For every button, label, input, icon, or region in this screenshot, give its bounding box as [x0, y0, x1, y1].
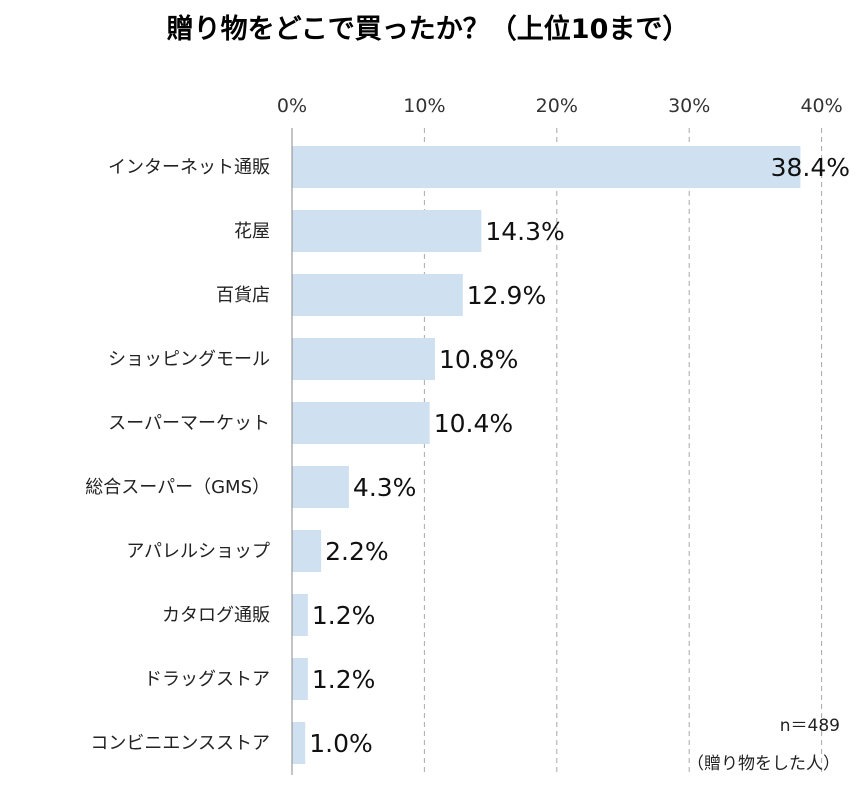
value-label: 10.8%	[439, 345, 518, 374]
x-tick-label: 20%	[536, 95, 578, 117]
value-labels: 38.4% 14.3% 12.9% 10.8% 10.4% 4.3% 2.2% 1.2% 1.2…	[309, 153, 850, 758]
bar	[292, 274, 463, 316]
bars	[292, 146, 801, 764]
value-label: 1.0%	[309, 729, 373, 758]
x-tick-label: 0%	[277, 95, 307, 117]
x-tick-label: 40%	[800, 95, 842, 117]
x-tick-label: 30%	[668, 95, 710, 117]
chart-title: 贈り物をどこで買ったか？（上位10まで）	[167, 13, 690, 45]
x-tick-label: 10%	[403, 95, 445, 117]
bar	[292, 210, 482, 252]
value-label: 1.2%	[312, 665, 376, 694]
category-label: 百貨店	[216, 285, 270, 306]
value-label: 10.4%	[434, 409, 513, 438]
value-label: 38.4%	[771, 153, 850, 182]
value-label: 4.3%	[353, 473, 417, 502]
category-label: インターネット通販	[108, 157, 270, 178]
grid-lines	[423, 128, 823, 775]
bar	[292, 530, 322, 572]
category-label: 総合スーパー（GMS）	[85, 477, 270, 498]
sample-size-note: n＝489	[780, 716, 840, 736]
category-label: ショッピングモール	[108, 349, 270, 370]
value-label: 12.9%	[467, 281, 546, 310]
bar	[292, 146, 801, 188]
category-label: スーパーマーケット	[108, 413, 270, 434]
bar	[292, 338, 435, 380]
category-label: コンビニエンスストア	[90, 733, 270, 754]
category-label: アパレルショップ	[126, 541, 270, 562]
x-axis-ticks: 0% 10% 20% 30% 40%	[277, 95, 843, 117]
category-labels: インターネット通販花屋百貨店ショッピングモールスーパーマーケット総合スーパー（G…	[85, 157, 270, 754]
bar	[292, 722, 306, 764]
respondent-note: （贈り物をした人）	[687, 754, 840, 774]
category-label: 花屋	[234, 221, 270, 242]
bar	[292, 658, 308, 700]
bar	[292, 402, 430, 444]
bar	[292, 594, 308, 636]
category-label: ドラッグストア	[144, 669, 270, 690]
value-label: 2.2%	[325, 537, 389, 566]
value-label: 14.3%	[485, 217, 564, 246]
value-label: 1.2%	[312, 601, 376, 630]
bar	[292, 466, 349, 508]
category-label: カタログ通販	[162, 605, 270, 626]
